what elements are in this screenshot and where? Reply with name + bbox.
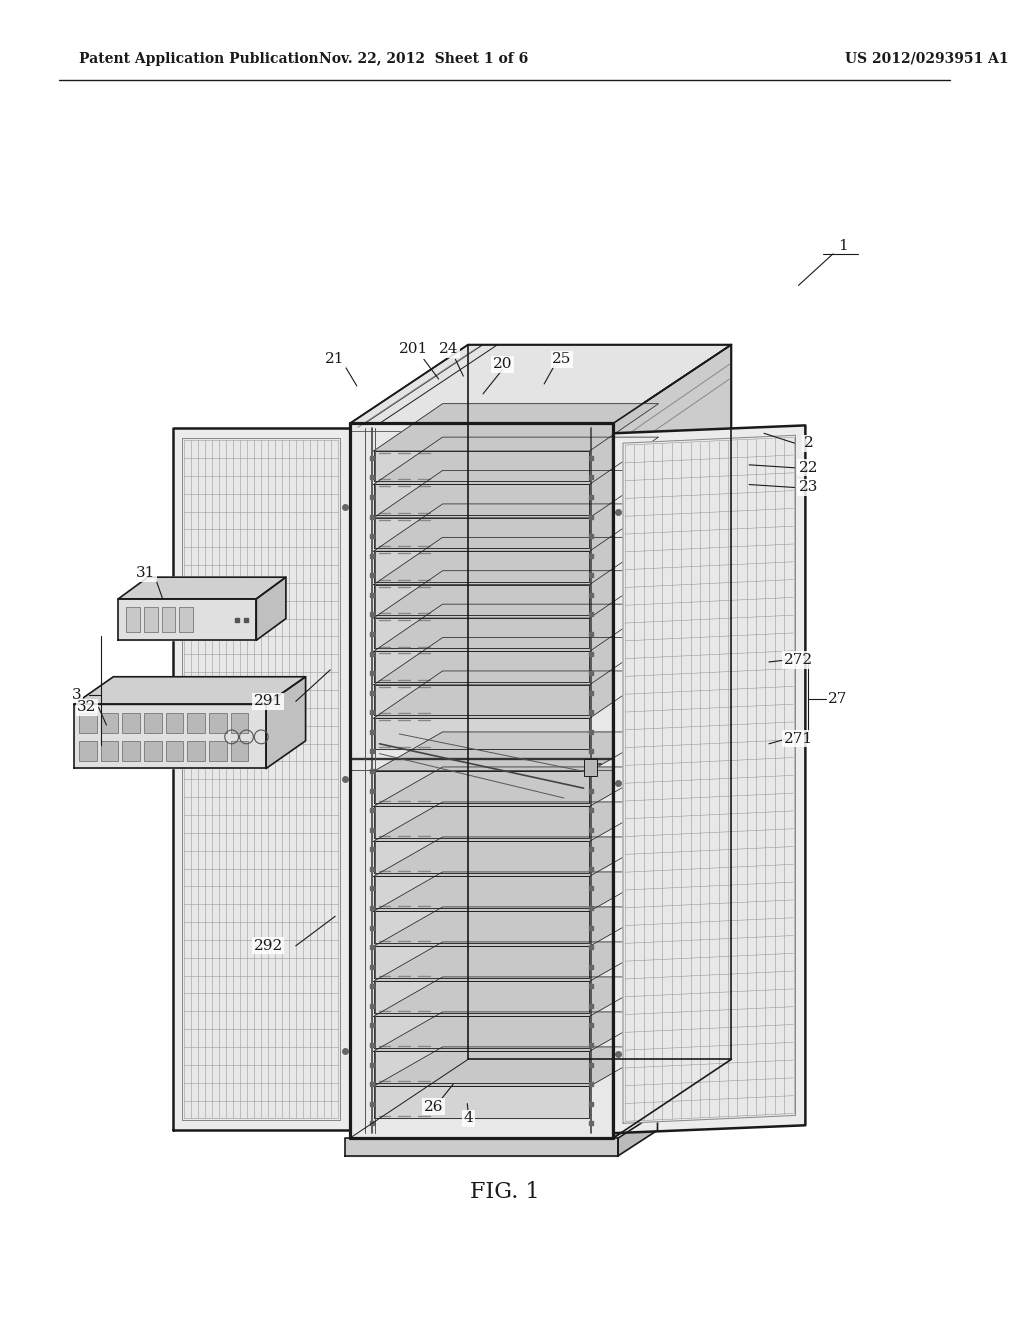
Polygon shape (374, 685, 590, 715)
Polygon shape (374, 1051, 590, 1084)
Polygon shape (374, 517, 590, 548)
Text: 20: 20 (493, 358, 512, 371)
Polygon shape (374, 652, 590, 682)
Bar (122, 713, 140, 733)
Polygon shape (374, 1086, 590, 1118)
Bar (676, 462, 692, 478)
Text: 271: 271 (784, 731, 813, 746)
Polygon shape (374, 946, 590, 978)
Bar (166, 741, 183, 760)
Text: 22: 22 (799, 461, 818, 475)
Polygon shape (374, 837, 658, 876)
Polygon shape (374, 552, 590, 582)
Polygon shape (374, 570, 658, 618)
Polygon shape (119, 599, 256, 640)
Bar (144, 713, 162, 733)
Polygon shape (374, 942, 658, 981)
Polygon shape (374, 841, 590, 874)
Polygon shape (374, 638, 658, 685)
Polygon shape (266, 677, 305, 768)
Polygon shape (172, 429, 350, 1130)
Polygon shape (374, 911, 590, 944)
Polygon shape (119, 577, 286, 599)
Text: 25: 25 (552, 352, 571, 367)
Polygon shape (374, 981, 590, 1014)
Bar (187, 713, 205, 733)
Polygon shape (468, 345, 731, 1059)
Bar (126, 607, 140, 632)
Polygon shape (374, 977, 658, 1016)
Polygon shape (374, 771, 590, 804)
Polygon shape (374, 404, 658, 451)
Text: 24: 24 (438, 342, 459, 356)
Text: 291: 291 (254, 694, 283, 709)
Polygon shape (613, 425, 805, 1133)
Text: 26: 26 (424, 1100, 443, 1114)
Text: 32: 32 (77, 701, 96, 714)
Polygon shape (374, 718, 590, 748)
Polygon shape (374, 451, 590, 482)
Polygon shape (374, 437, 658, 484)
Bar (144, 741, 162, 760)
Polygon shape (350, 424, 613, 1138)
Text: 2: 2 (804, 436, 813, 450)
Text: 21: 21 (326, 352, 345, 367)
Text: 27: 27 (828, 693, 848, 706)
Bar (79, 713, 96, 733)
Polygon shape (374, 1012, 658, 1051)
Polygon shape (374, 537, 658, 585)
Bar (144, 607, 158, 632)
Polygon shape (374, 671, 658, 718)
Text: 292: 292 (254, 939, 283, 953)
Polygon shape (74, 705, 266, 768)
Polygon shape (374, 733, 658, 771)
Polygon shape (374, 470, 658, 517)
Polygon shape (613, 345, 731, 1138)
Bar (100, 741, 119, 760)
Bar (162, 607, 175, 632)
Polygon shape (74, 677, 305, 705)
Polygon shape (374, 1016, 590, 1048)
Bar (179, 607, 194, 632)
Polygon shape (182, 438, 340, 1121)
Polygon shape (345, 1138, 618, 1156)
Polygon shape (623, 436, 796, 1123)
Bar (122, 741, 140, 760)
Polygon shape (256, 577, 286, 640)
Polygon shape (374, 876, 590, 908)
Text: Nov. 22, 2012  Sheet 1 of 6: Nov. 22, 2012 Sheet 1 of 6 (319, 51, 528, 66)
Polygon shape (374, 484, 590, 515)
Text: 272: 272 (784, 653, 813, 667)
Polygon shape (374, 504, 658, 552)
Polygon shape (374, 605, 658, 652)
Bar (230, 741, 249, 760)
Bar (166, 713, 183, 733)
Bar (209, 713, 226, 733)
Text: FIG. 1: FIG. 1 (470, 1181, 540, 1204)
Bar (230, 713, 249, 733)
Polygon shape (374, 807, 590, 838)
Bar (187, 741, 205, 760)
Text: 31: 31 (136, 566, 156, 581)
Text: 201: 201 (399, 342, 429, 356)
Polygon shape (374, 873, 658, 911)
Polygon shape (374, 803, 658, 841)
Polygon shape (350, 345, 731, 424)
Bar (100, 713, 119, 733)
Bar (209, 741, 226, 760)
Bar (79, 741, 96, 760)
Polygon shape (374, 907, 658, 946)
Text: 23: 23 (799, 480, 818, 495)
Text: US 2012/0293951 A1: US 2012/0293951 A1 (845, 51, 1009, 66)
Text: 3: 3 (72, 688, 82, 701)
Polygon shape (374, 585, 590, 615)
Text: Patent Application Publication: Patent Application Publication (79, 51, 318, 66)
Bar (584, 759, 597, 776)
Text: 4: 4 (464, 1111, 473, 1126)
Polygon shape (374, 1047, 658, 1086)
Polygon shape (618, 1113, 657, 1156)
Text: 1: 1 (838, 239, 848, 253)
Polygon shape (374, 767, 658, 807)
Polygon shape (374, 618, 590, 648)
